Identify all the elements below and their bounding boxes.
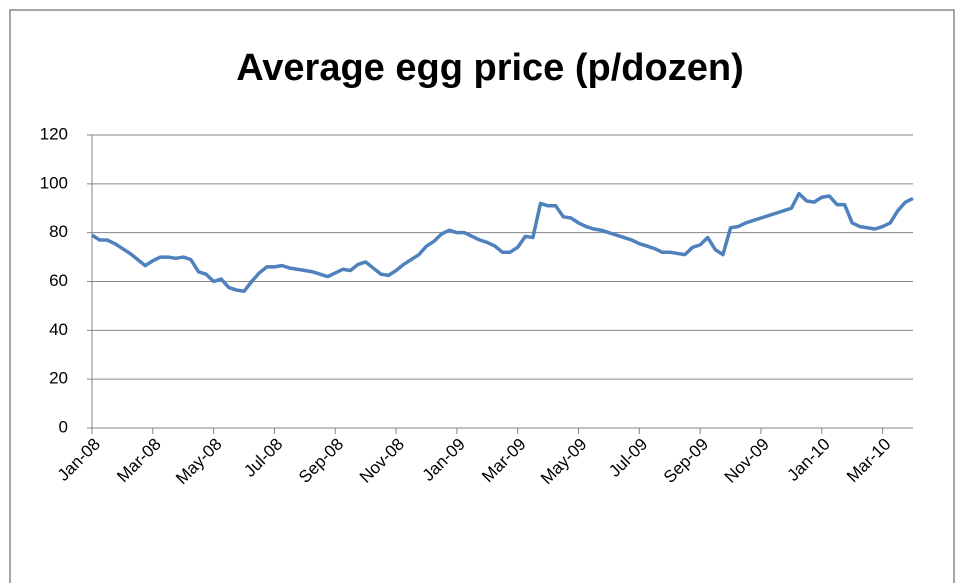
y-tick-label: 120 <box>40 124 68 143</box>
y-tick-label: 20 <box>49 369 68 388</box>
series-line <box>91 191 914 294</box>
chart-title: Average egg price (p/dozen) <box>236 47 743 89</box>
y-tick-label: 60 <box>49 271 68 290</box>
chart-border <box>9 9 955 588</box>
y-tick-label: 80 <box>49 222 68 241</box>
y-tick-label: 40 <box>49 320 68 339</box>
y-tick-label: 0 <box>59 417 68 436</box>
y-tick-label: 100 <box>40 173 68 192</box>
